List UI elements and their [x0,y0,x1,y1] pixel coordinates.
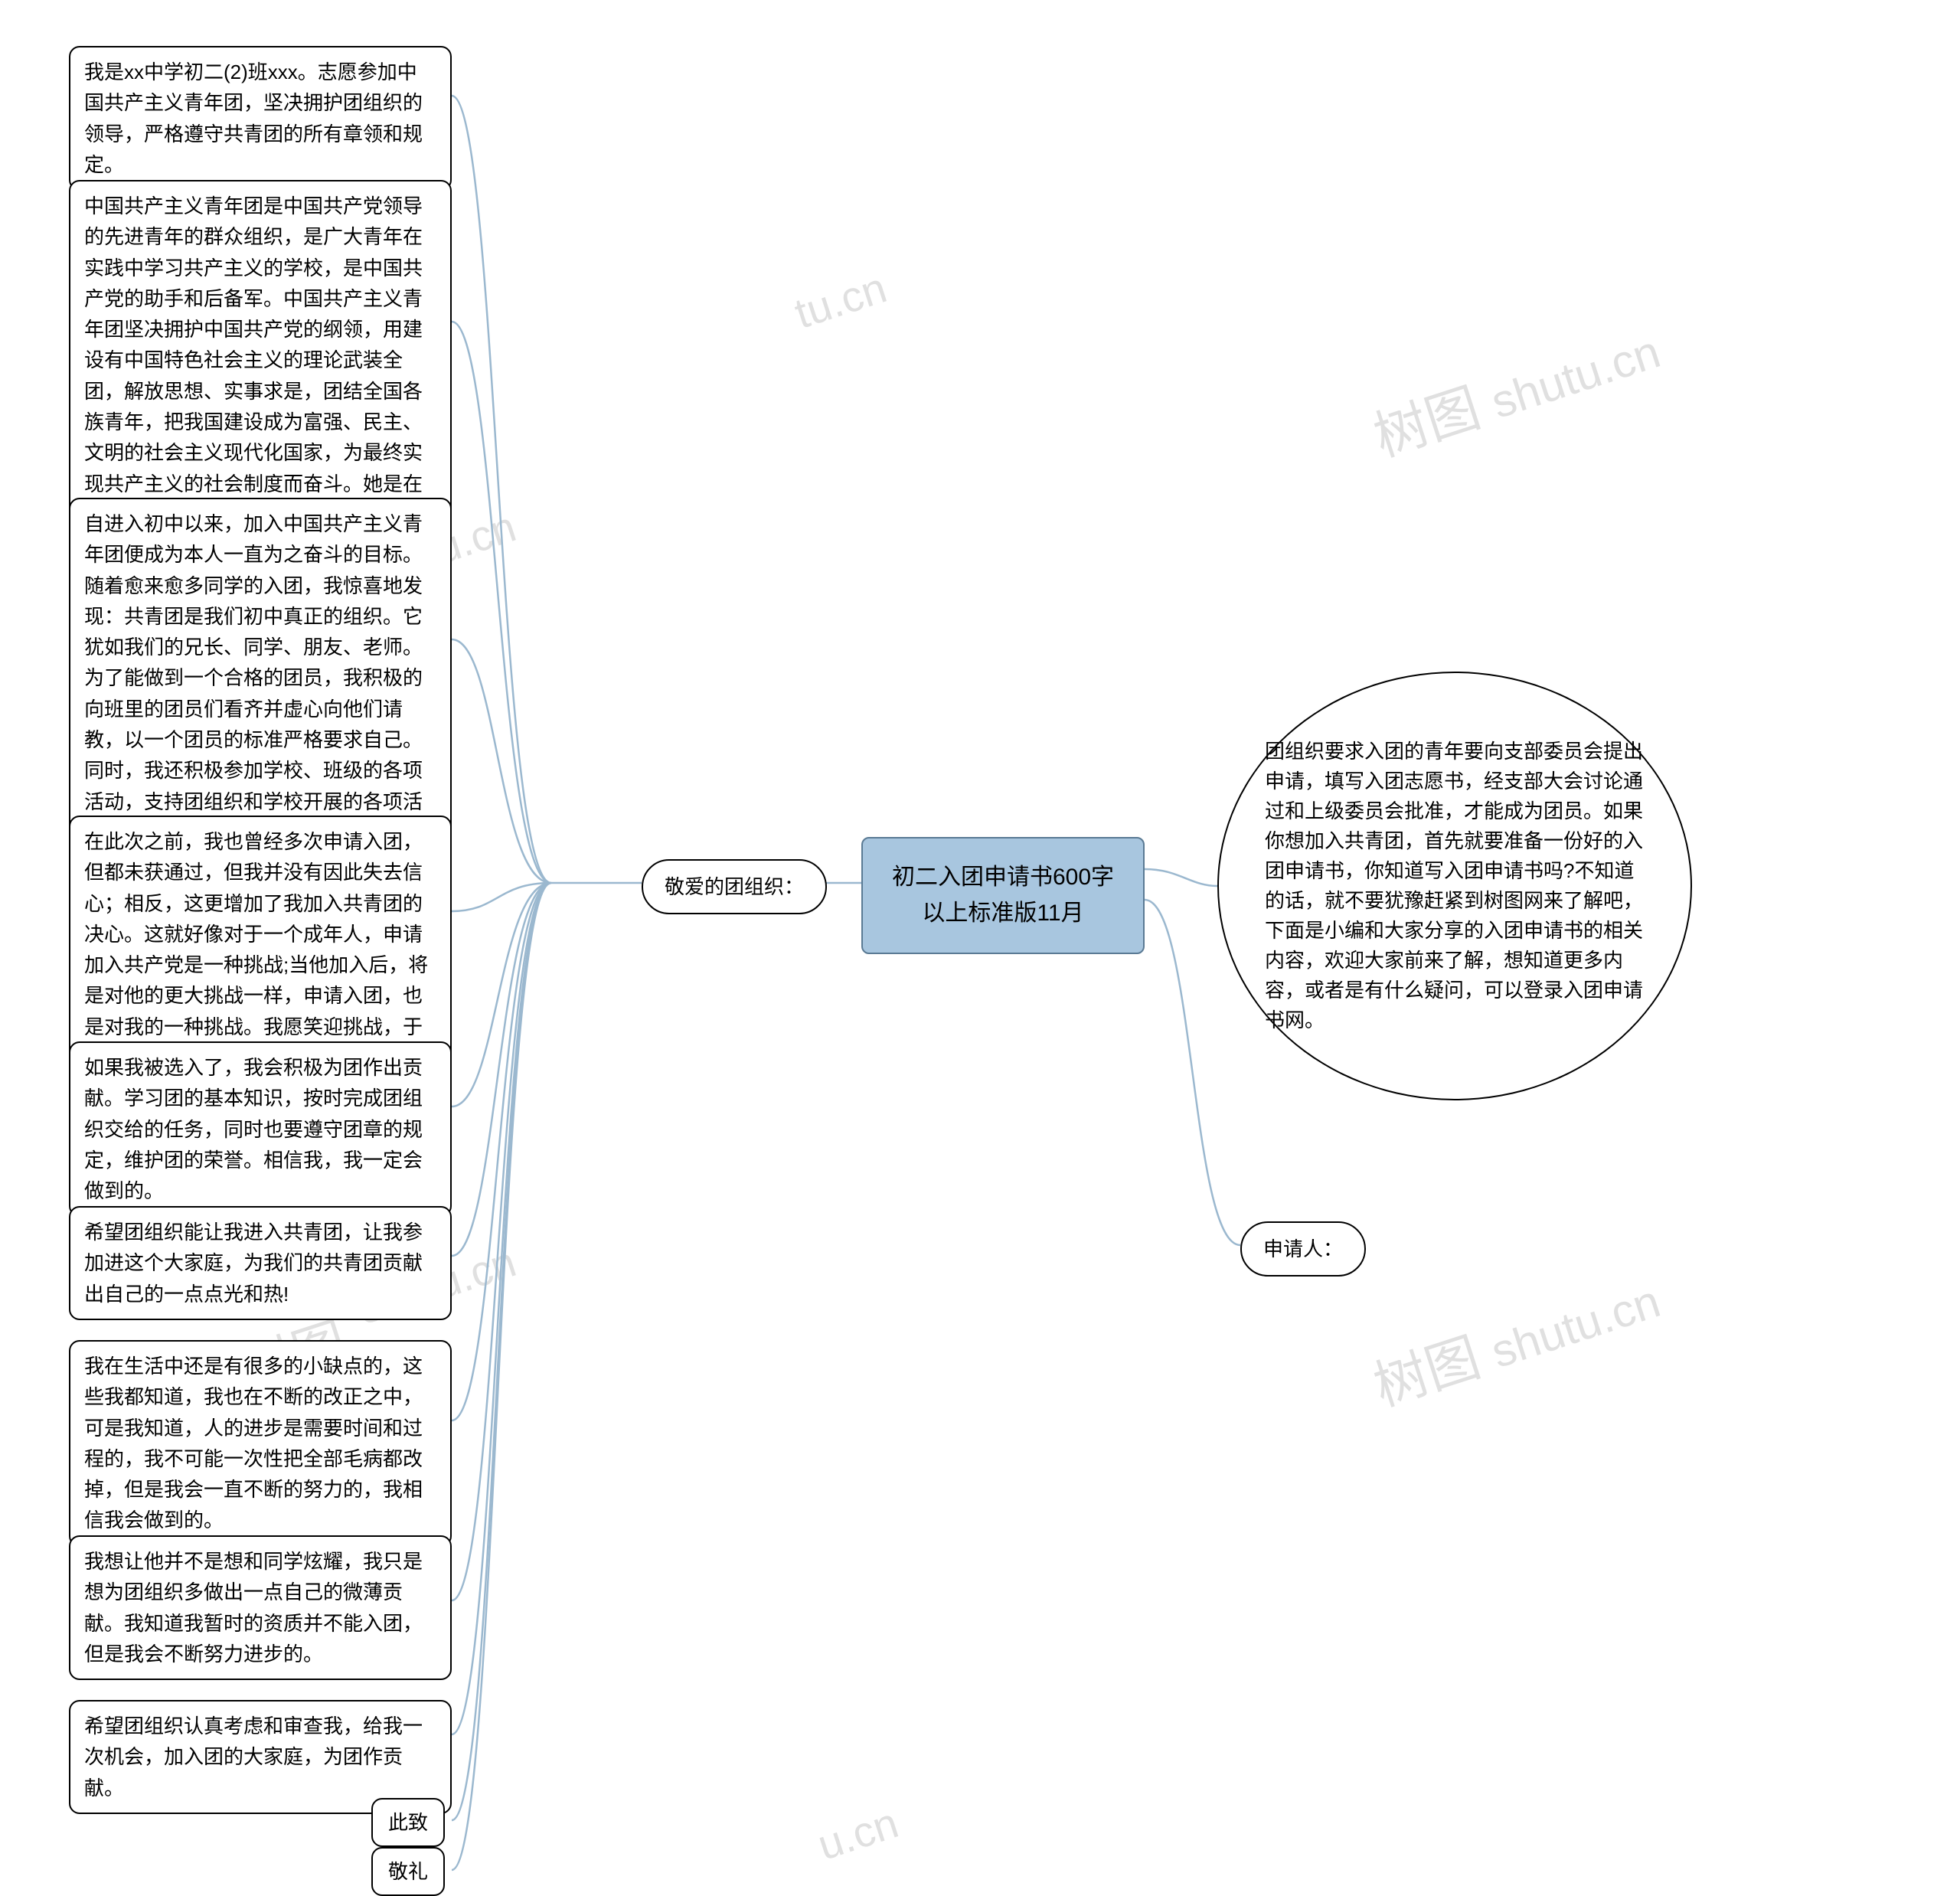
left-branch-label[interactable]: 敬爱的团组织： [642,859,827,914]
right-signer-text: 申请人： [1263,1237,1343,1260]
paragraph-node[interactable]: 希望团组织能让我进入共青团，让我参加进这个大家庭，为我们的共青团贡献出自己的一点… [69,1206,452,1320]
paragraph-text: 希望团组织认真考虑和审查我，给我一次机会，加入团的大家庭，为团作贡献。 [84,1715,423,1800]
paragraph-node[interactable]: 希望团组织认真考虑和审查我，给我一次机会，加入团的大家庭，为团作贡献。 [69,1700,452,1814]
paragraph-node[interactable]: 我在生活中还是有很多的小缺点的，这些我都知道，我也在不断的改正之中，可是我知道，… [69,1340,452,1547]
paragraph-node[interactable]: 我是xx中学初二(2)班xxx。志愿参加中国共产主义青年团，坚决拥护团组织的领导… [69,46,452,191]
paragraph-node[interactable]: 我想让他并不是想和同学炫耀，我只是想为团组织多做出一点自己的微薄贡献。我知道我暂… [69,1535,452,1680]
right-intro-node[interactable]: 团组织要求入团的青年要向支部委员会提出申请，填写入团志愿书，经支部大会讨论通过和… [1217,672,1692,1100]
paragraph-text: 我想让他并不是想和同学炫耀，我只是想为团组织多做出一点自己的微薄贡献。我知道我暂… [84,1550,423,1666]
paragraph-text: 我是xx中学初二(2)班xxx。志愿参加中国共产主义青年团，坚决拥护团组织的领导… [84,60,423,176]
paragraph-node[interactable]: 此致 [371,1798,445,1847]
mindmap-canvas: 树图 shutu.cn 树图 shutu.cn 树图 shutu.cn 树图 s… [0,0,1960,1888]
paragraph-text: 我在生活中还是有很多的小缺点的，这些我都知道，我也在不断的改正之中，可是我知道，… [84,1355,423,1532]
right-intro-text: 团组织要求入团的青年要向支部委员会提出申请，填写入团志愿书，经支部大会讨论通过和… [1265,737,1645,1035]
paragraph-node[interactable]: 如果我被选入了，我会积极为团作出贡献。学习团的基本知识，按时完成团组织交给的任务… [69,1041,452,1217]
left-branch-text: 敬爱的团组织： [665,875,804,898]
paragraph-text: 敬礼 [388,1860,428,1883]
watermark: 树图 shutu.cn [1363,307,1668,472]
watermark: tu.cn [789,262,893,338]
root-title: 初二入团申请书600字以上标准版11月 [892,865,1114,926]
right-signer-node[interactable]: 申请人： [1240,1221,1366,1277]
paragraph-text: 在此次之前，我也曾经多次申请入团，但都未获通过，但我并没有因此失去信心；相反，这… [84,830,428,1069]
root-node[interactable]: 初二入团申请书600字以上标准版11月 [861,837,1145,954]
paragraph-node[interactable]: 敬礼 [371,1847,445,1896]
paragraph-text: 如果我被选入了，我会积极为团作出贡献。学习团的基本知识，按时完成团组织交给的任务… [84,1056,423,1202]
watermark: 树图 shutu.cn [1363,1257,1668,1421]
paragraph-text: 此致 [388,1811,428,1834]
watermark: u.cn [812,1797,904,1870]
paragraph-text: 希望团组织能让我进入共青团，让我参加进这个大家庭，为我们的共青团贡献出自己的一点… [84,1221,423,1306]
